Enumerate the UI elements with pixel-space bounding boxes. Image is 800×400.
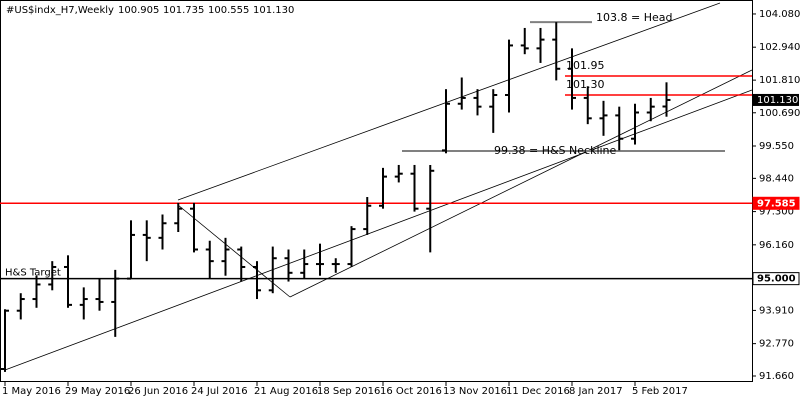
last-price-label: 101.130 — [757, 95, 798, 106]
plot-frame — [0, 0, 753, 382]
level-note: H&S Target — [5, 268, 61, 279]
x-tick-label: 29 May 2016 — [65, 386, 130, 397]
axis-price-label: 95.000 — [757, 274, 796, 285]
axis-price-box — [752, 272, 800, 286]
y-tick-label: 97.300 — [759, 207, 794, 218]
axis-price-box — [752, 196, 800, 210]
level-label: 101.95 — [566, 59, 605, 72]
y-tick-label: 101.810 — [759, 75, 800, 86]
channel-descending — [177, 204, 291, 298]
y-tick-label: 92.770 — [759, 339, 794, 350]
channel-upper — [177, 2, 721, 201]
y-tick-label: 100.690 — [759, 108, 800, 119]
y-tick-label: 93.910 — [759, 305, 794, 316]
x-tick-label: 24 Jul 2016 — [191, 386, 248, 397]
level-label: 103.8 = Head — [596, 11, 672, 24]
y-tick-label: 104.080 — [759, 9, 800, 20]
x-tick-label: 16 Oct 2016 — [380, 386, 442, 397]
x-tick-label: 5 Feb 2017 — [632, 386, 688, 397]
header-high: 101.735 — [163, 5, 204, 16]
channel-lines — [4, 2, 753, 371]
y-tick-label: 99.550 — [759, 141, 794, 152]
y-tick-label: 96.160 — [759, 240, 794, 251]
x-tick-label: 26 Jun 2016 — [128, 386, 188, 397]
header-low: 100.555 — [208, 5, 249, 16]
x-tick-label: 8 Jan 2017 — [569, 386, 623, 397]
channel-lower — [4, 89, 753, 371]
last-price-box — [753, 93, 799, 106]
header-symbol: #US$indx_H7,Weekly — [6, 5, 114, 16]
x-tick-label: 1 May 2016 — [2, 386, 61, 397]
level-label: 101.30 — [566, 78, 605, 91]
x-tick-label: 18 Sep 2016 — [317, 386, 380, 397]
y-tick-label: 102.940 — [759, 42, 800, 53]
x-tick-label: 11 Dec 2016 — [506, 386, 570, 397]
axis-price-label: 97.585 — [757, 198, 796, 209]
x-tick-label: 13 Nov 2016 — [443, 386, 507, 397]
y-tick-label: 91.660 — [759, 371, 794, 382]
x-tick-label: 21 Aug 2016 — [254, 386, 318, 397]
level-label: 99.38 = H&S Neckline — [494, 144, 617, 157]
header-open: 100.905 — [118, 5, 159, 16]
header-close: 101.130 — [253, 5, 294, 16]
channel-middle — [289, 69, 753, 298]
y-tick-label: 98.440 — [759, 173, 794, 184]
